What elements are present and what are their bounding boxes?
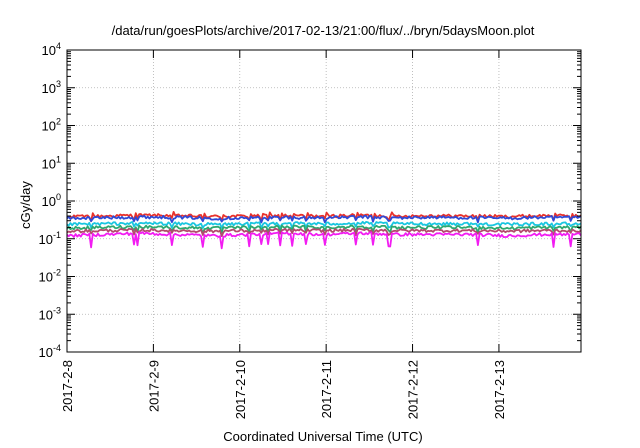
y-tick-exponent: -2 — [53, 268, 61, 278]
y-tick-base: 10 — [42, 81, 56, 96]
y-tick-base: 10 — [39, 232, 53, 247]
y-tick-label: 104 — [42, 41, 61, 58]
series-lines — [66, 210, 582, 250]
y-tick-label: 10-1 — [39, 230, 61, 247]
y-tick-exponent: -1 — [53, 230, 61, 240]
x-tick-label: 2017-2-8 — [60, 360, 75, 412]
y-tick-exponent: -4 — [53, 343, 61, 353]
y-tick-base: 10 — [39, 345, 53, 360]
y-tick-exponent: 3 — [56, 79, 61, 89]
y-tick-label: 102 — [42, 117, 61, 134]
series-line — [66, 227, 582, 238]
y-tick-label: 10-3 — [39, 305, 61, 322]
y-axis-label: cGy/day — [18, 181, 33, 229]
chart-title: /data/run/goesPlots/archive/2017-02-13/2… — [112, 23, 535, 38]
y-tick-label: 100 — [42, 192, 61, 209]
x-tick-label: 2017-2-12 — [406, 360, 421, 419]
y-tick-exponent: 2 — [56, 117, 61, 127]
x-tick-label: 2017-2-13 — [492, 360, 507, 419]
grid-lines — [67, 50, 581, 352]
x-tick-label: 2017-2-9 — [146, 360, 161, 412]
y-tick-label: 103 — [42, 79, 61, 96]
series-line — [66, 231, 582, 250]
y-tick-base: 10 — [42, 119, 56, 134]
x-ticks: 2017-2-8 2017-2-9 2017-2-10 2017-2-11 2017-2… — [60, 50, 507, 419]
x-axis-label: Coordinated Universal Time (UTC) — [223, 429, 422, 444]
series-line — [66, 224, 582, 234]
y-tick-label: 10-4 — [39, 343, 61, 360]
y-tick-exponent: -3 — [53, 305, 61, 315]
y-tick-base: 10 — [42, 194, 56, 209]
x-tick-label: 2017-2-10 — [233, 360, 248, 419]
y-tick-base: 10 — [39, 270, 53, 285]
y-tick-exponent: 0 — [56, 192, 61, 202]
y-tick-label: 10-2 — [39, 268, 61, 285]
y-tick-exponent: 4 — [56, 41, 61, 51]
y-tick-base: 10 — [42, 43, 56, 58]
y-tick-exponent: 1 — [56, 154, 61, 164]
series-line — [66, 210, 582, 223]
series-line — [66, 220, 582, 230]
y-tick-label: 101 — [42, 154, 61, 171]
y-tick-base: 10 — [42, 156, 56, 171]
plot-frame — [66, 49, 582, 353]
x-tick-label: 2017-2-11 — [319, 360, 334, 418]
series-line — [66, 214, 582, 224]
y-tick-base: 10 — [39, 307, 53, 322]
